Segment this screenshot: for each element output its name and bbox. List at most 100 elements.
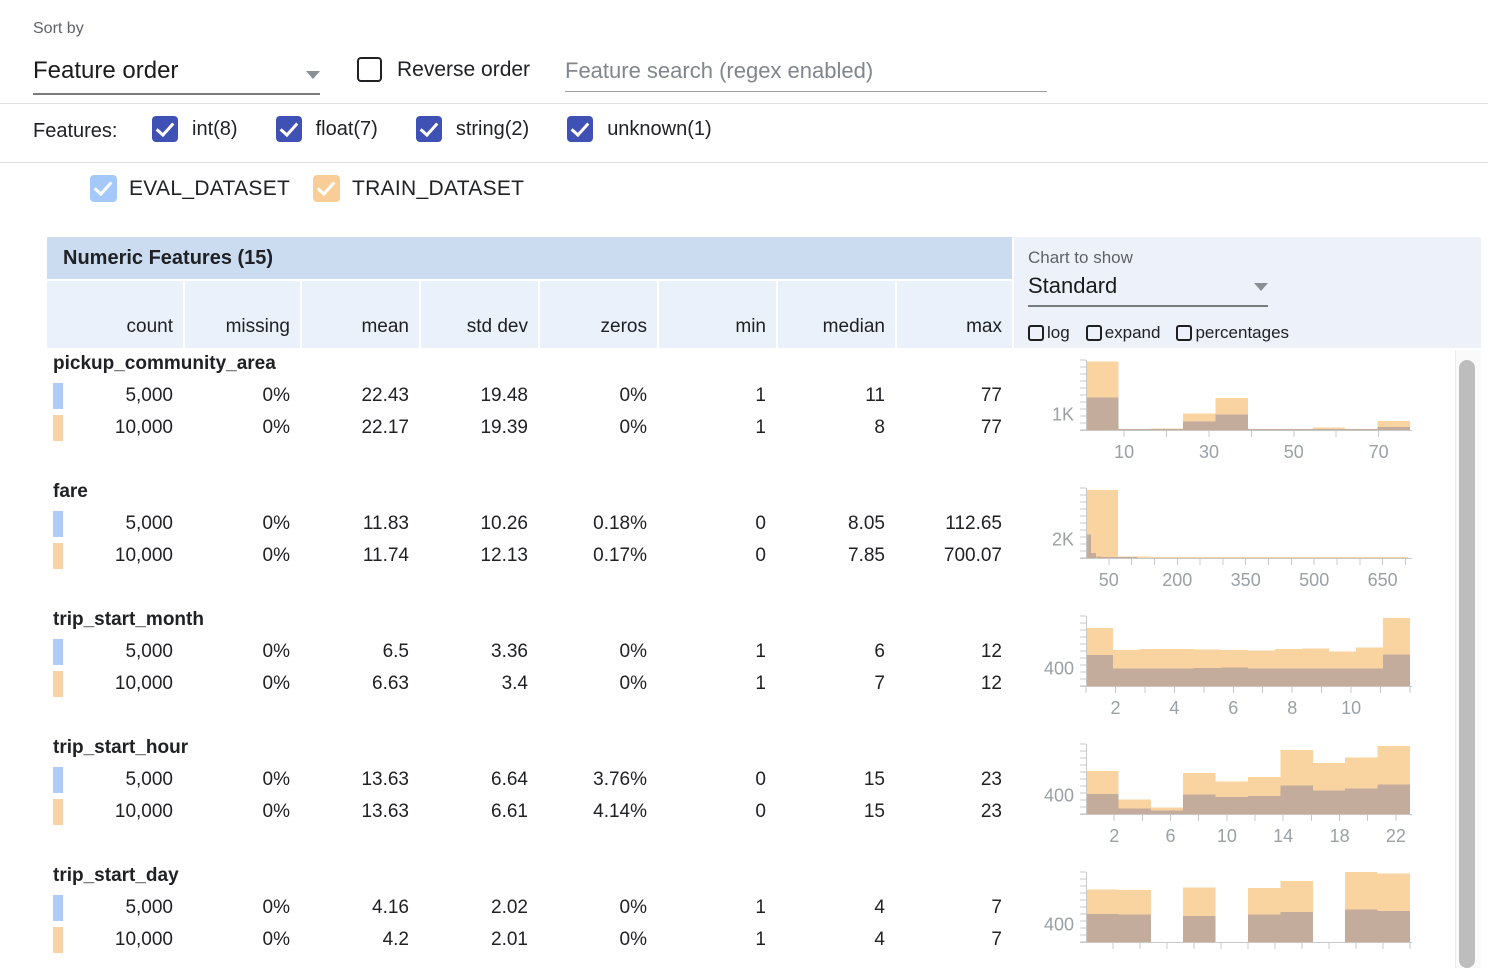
stat-median: 15 [778, 796, 895, 828]
svg-text:18: 18 [1330, 826, 1350, 846]
feature-block-trip_start_hour: trip_start_hour 5,0000%13.636.643.76%0152… [0, 736, 1488, 864]
stat-std-dev: 19.48 [421, 380, 538, 412]
scrollbar-thumb[interactable] [1459, 360, 1475, 968]
stat-max: 12 [897, 668, 1012, 700]
histogram-trip_start_day: 400 [1030, 864, 1442, 968]
dataset-marker [53, 671, 63, 697]
svg-text:10: 10 [1217, 826, 1237, 846]
stat-count: 10,000 [47, 796, 183, 828]
feature-block-trip_start_month: trip_start_month5,0000%6.53.360%161210,0… [0, 608, 1488, 736]
dataset-marker [53, 767, 63, 793]
sort-by-select[interactable]: Feature order [33, 48, 320, 95]
stat-median: 4 [778, 892, 895, 924]
reverse-order-label: Reverse order [397, 58, 530, 82]
histogram-trip_start_month: 246810400 [1030, 608, 1442, 735]
stat-std-dev: 12.13 [421, 540, 538, 572]
chart-controls-panel: Chart to show Standard logexpandpercenta… [1014, 237, 1481, 348]
stats-row-eval_dataset: 5,0000%13.636.643.76%01523 [47, 764, 1012, 796]
reverse-order-checkbox[interactable] [357, 57, 382, 82]
svg-text:200: 200 [1162, 570, 1192, 590]
scrollbar-track[interactable] [1455, 350, 1481, 968]
dataset-marker [53, 799, 63, 825]
stat-std-dev: 6.64 [421, 764, 538, 796]
stat-zeros: 0.18% [540, 508, 657, 540]
stat-mean: 4.2 [302, 924, 419, 956]
checkbox-checked-icon[interactable] [90, 175, 117, 202]
stat-missing: 0% [185, 508, 300, 540]
stat-zeros: 4.14% [540, 796, 657, 828]
chart-option-label: expand [1105, 323, 1161, 343]
chart-type-select[interactable]: Standard [1028, 271, 1268, 307]
dataset-marker [53, 895, 63, 921]
stat-count: 10,000 [47, 924, 183, 956]
feature-search-input[interactable] [565, 50, 1047, 91]
chevron-down-icon [1254, 283, 1268, 291]
histogram-trip_start_hour: 2610141822400 [1030, 736, 1442, 863]
stat-missing: 0% [185, 892, 300, 924]
feature-name: trip_start_hour [53, 737, 188, 759]
feature-type-filter-int[interactable]: int(8) [152, 116, 238, 142]
stat-zeros: 0% [540, 636, 657, 668]
stat-count: 5,000 [47, 636, 183, 668]
column-header-missing: missing [185, 281, 300, 348]
stat-median: 8.05 [778, 508, 895, 540]
dataset-toggle-eval_dataset[interactable]: EVAL_DATASET [90, 175, 290, 202]
svg-text:14: 14 [1273, 826, 1293, 846]
checkbox-checked-icon[interactable] [152, 116, 178, 142]
stat-max: 23 [897, 764, 1012, 796]
stats-row-eval_dataset: 5,0000%22.4319.480%11177 [47, 380, 1012, 412]
chart-option-percentages[interactable]: percentages [1176, 323, 1289, 343]
feature-type-filter-string[interactable]: string(2) [416, 116, 529, 142]
checkbox-checked-icon[interactable] [313, 175, 340, 202]
stat-median: 7 [778, 668, 895, 700]
svg-text:400: 400 [1044, 785, 1074, 805]
feature-name: pickup_community_area [53, 353, 276, 375]
stat-median: 7.85 [778, 540, 895, 572]
svg-text:10: 10 [1114, 442, 1134, 462]
stat-std-dev: 2.01 [421, 924, 538, 956]
chevron-down-icon [306, 71, 320, 79]
checkbox-unchecked-icon[interactable] [1086, 325, 1102, 341]
feature-type-filter-unknown[interactable]: unknown(1) [567, 116, 712, 142]
checkbox-unchecked-icon[interactable] [1176, 325, 1192, 341]
stat-count: 10,000 [47, 540, 183, 572]
stat-zeros: 0% [540, 412, 657, 444]
stat-count: 5,000 [47, 508, 183, 540]
feature-type-label: string(2) [456, 118, 529, 141]
stat-max: 7 [897, 924, 1012, 956]
svg-text:400: 400 [1044, 659, 1074, 679]
stat-median: 11 [778, 380, 895, 412]
stat-zeros: 0% [540, 924, 657, 956]
feature-block-fare: fare5,0000%11.8310.260.18%08.05112.6510,… [0, 480, 1488, 608]
stat-missing: 0% [185, 764, 300, 796]
stats-row-train_dataset: 10,0000%4.22.010%147 [47, 924, 1012, 956]
stat-max: 23 [897, 796, 1012, 828]
column-header-zeros: zeros [540, 281, 657, 348]
column-header-max: max [897, 281, 1012, 348]
feature-type-filter-float[interactable]: float(7) [276, 116, 378, 142]
stat-mean: 6.63 [302, 668, 419, 700]
chart-option-log[interactable]: log [1028, 323, 1070, 343]
dataset-toggle-train_dataset[interactable]: TRAIN_DATASET [313, 175, 524, 202]
stat-std-dev: 19.39 [421, 412, 538, 444]
stat-max: 112.65 [897, 508, 1012, 540]
checkbox-unchecked-icon[interactable] [1028, 325, 1044, 341]
checkbox-checked-icon[interactable] [276, 116, 302, 142]
dataset-marker [53, 543, 63, 569]
dataset-label: EVAL_DATASET [129, 177, 290, 201]
stat-missing: 0% [185, 412, 300, 444]
svg-text:6: 6 [1165, 826, 1175, 846]
stat-missing: 0% [185, 796, 300, 828]
numeric-features-title: Numeric Features (15) [47, 237, 1012, 279]
svg-text:4: 4 [1169, 698, 1179, 718]
stat-zeros: 0% [540, 380, 657, 412]
checkbox-checked-icon[interactable] [416, 116, 442, 142]
svg-text:2: 2 [1110, 698, 1120, 718]
dataset-marker [53, 927, 63, 953]
chart-option-expand[interactable]: expand [1086, 323, 1161, 343]
stat-count: 5,000 [47, 764, 183, 796]
feature-search [565, 50, 1047, 92]
stat-count: 5,000 [47, 380, 183, 412]
column-header-min: min [659, 281, 776, 348]
checkbox-checked-icon[interactable] [567, 116, 593, 142]
